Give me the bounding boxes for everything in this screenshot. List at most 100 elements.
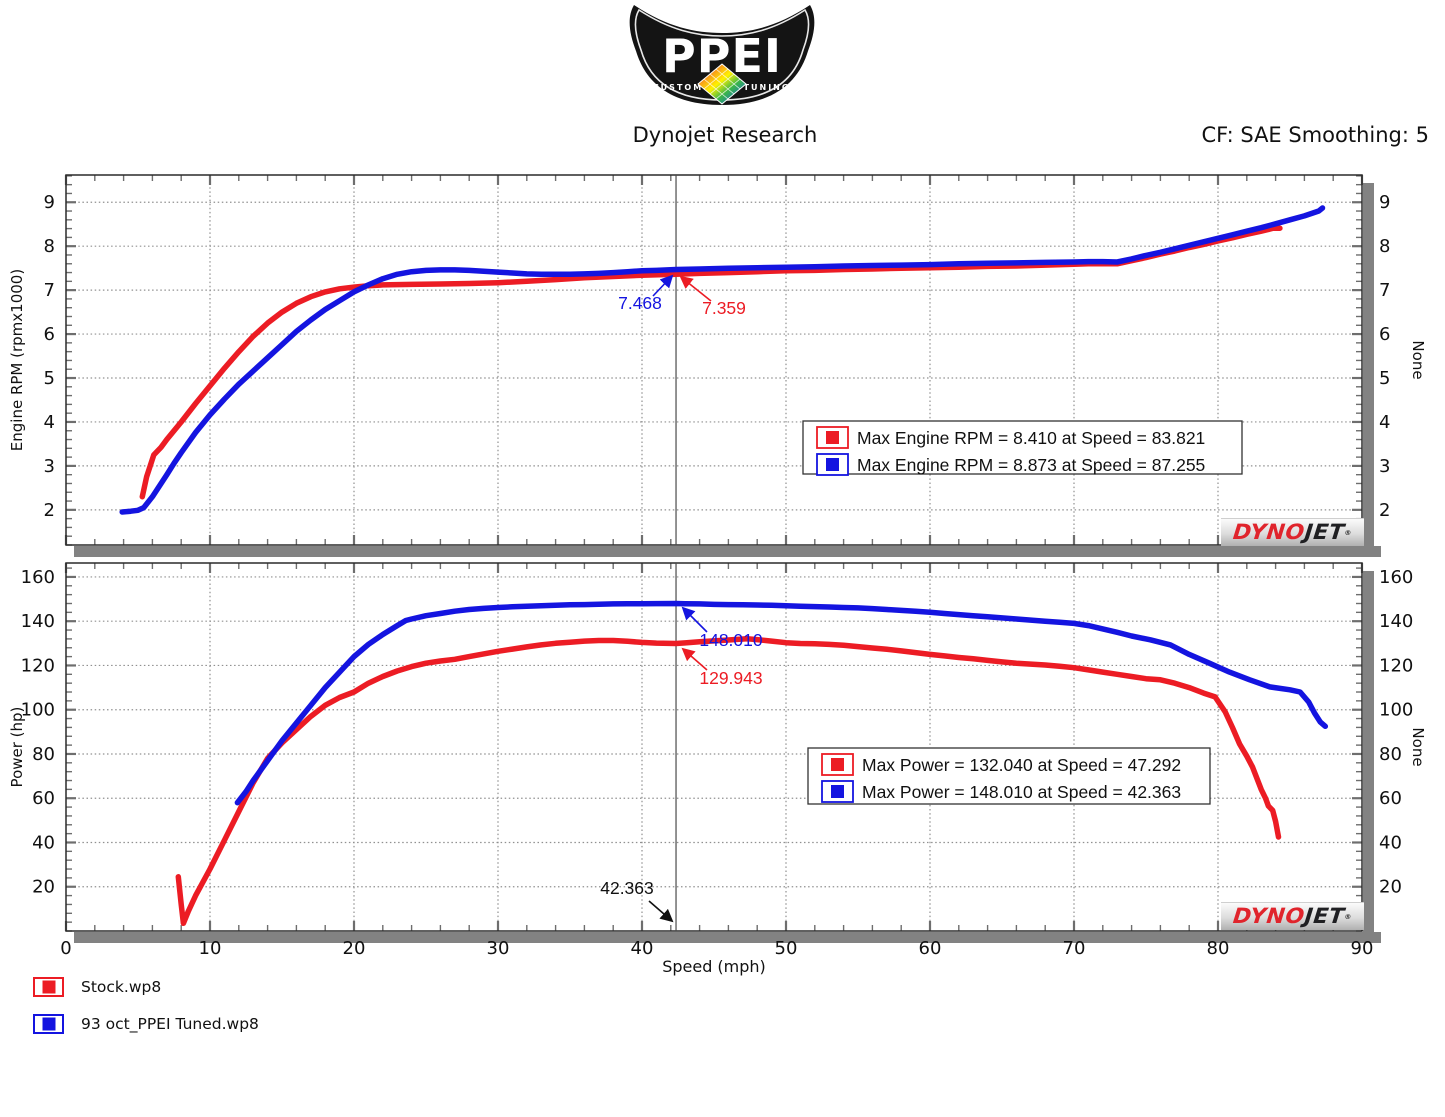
tick-label: 6 (44, 324, 55, 345)
tick-label: 80 (1379, 744, 1402, 765)
tick-label: 4 (44, 412, 55, 433)
tick-label: 140 (1379, 611, 1413, 632)
correction-factor-label: CF: SAE Smoothing: 5 (1201, 123, 1429, 147)
x-tick-labels: 0 10 20 30 40 50 60 70 80 90 (60, 938, 1373, 959)
annotation-129.943: 129.943 (681, 647, 763, 688)
plot-shadow-bottom (74, 932, 1381, 943)
legend-item: Max Engine RPM = 8.873 at Speed = 87.255 (816, 453, 1205, 476)
annotation-7.359: 7.359 (679, 275, 746, 318)
dynojet-dyno-text: DYNO (1231, 520, 1306, 545)
dynojet-watermark-bottom: DYNOJET® (1221, 902, 1364, 930)
tick-label: 4 (1379, 412, 1390, 433)
legend-swatch-fill (826, 431, 839, 444)
y-tick-labels: 2 2 3 3 4 4 5 5 6 6 7 7 8 8 9 9 (44, 192, 1391, 521)
registered-mark: ® (1344, 528, 1353, 537)
ppei-shield-shape (629, 5, 815, 105)
power-max-legend: Max Power = 132.040 at Speed = 47.292 Max… (807, 747, 1211, 805)
gridlines (66, 175, 1362, 545)
annotation-arrow (648, 900, 674, 923)
legend-item: Max Power = 132.040 at Speed = 47.292 (821, 753, 1181, 776)
registered-mark: ® (1344, 912, 1353, 921)
tick-label: 20 (32, 877, 55, 898)
legend-item: Max Power = 148.010 at Speed = 42.363 (821, 780, 1181, 803)
legend-label: Max Power = 148.010 at Speed = 42.363 (862, 782, 1181, 802)
annotation-arrow (679, 275, 712, 302)
tick-label: 80 (32, 744, 55, 765)
stock-color-swatch (33, 977, 64, 997)
power-axis-label: Power (hp) (8, 706, 26, 788)
tick-label: 140 (21, 611, 55, 632)
tick-label: 6 (1379, 324, 1390, 345)
engine-rpm-max-legend: Max Engine RPM = 8.410 at Speed = 83.821… (802, 420, 1243, 476)
report-title: Dynojet Research (632, 123, 818, 147)
tick-label: 100 (1379, 700, 1413, 721)
y-tick-labels: 20 20 40 40 60 60 80 80 100 100 120 120 140 140 160 160 (21, 567, 1414, 898)
tuned-color-swatch (33, 1014, 64, 1034)
annotation-text: 7.468 (618, 293, 662, 313)
file-legend-row-stock[interactable]: Stock.wp8 (33, 977, 161, 997)
dynojet-watermark-top: DYNOJET® (1221, 518, 1364, 546)
stock-file-label: Stock.wp8 (81, 978, 162, 996)
tick-label: 80 (1207, 938, 1230, 959)
tick-label: 40 (631, 938, 654, 959)
rpm-axis-label: Engine RPM (rpmx1000) (8, 268, 26, 452)
tick-label: 30 (487, 938, 510, 959)
tick-label: 60 (1379, 788, 1402, 809)
legend-swatch-fill (831, 758, 844, 771)
tick-label: 5 (1379, 368, 1390, 389)
tick-label: 3 (44, 456, 55, 477)
legend-item: Max Engine RPM = 8.410 at Speed = 83.821 (816, 426, 1205, 449)
dynojet-dyno-text: DYNO (1231, 904, 1306, 929)
plot-shadow-right (1363, 183, 1374, 546)
annotation-arrow (681, 606, 708, 633)
tick-label: 160 (21, 567, 55, 588)
ppei-custom-text: CUSTOM (653, 83, 703, 92)
tick-label: 2 (1379, 500, 1390, 521)
speed-axis-label: Speed (mph) (662, 957, 766, 976)
axis-ticks (64, 563, 1364, 932)
legend-label: Max Engine RPM = 8.873 at Speed = 87.255 (857, 455, 1205, 475)
annotation-148.010: 148.010 (681, 606, 763, 650)
tick-label: 9 (44, 192, 55, 213)
tick-label: 3 (1379, 456, 1390, 477)
plot-shadow-right (1363, 571, 1374, 932)
annotation-42.363: 42.363 (600, 878, 674, 923)
power-plot-area[interactable] (66, 563, 1362, 931)
rpm-right-axis-label: None (1409, 340, 1427, 380)
tick-label: 10 (199, 938, 222, 959)
dynojet-jet-text: JET (1303, 904, 1346, 929)
tuned-file-label: 93 oct_PPEI Tuned.wp8 (81, 1015, 259, 1033)
annotation-text: 129.943 (699, 668, 762, 688)
legend-box (807, 747, 1211, 805)
tick-label: 90 (1351, 938, 1374, 959)
stock-wp8-curve (175, 636, 1282, 927)
tick-label: 160 (1379, 567, 1413, 588)
ppei-tuning-text: TUNING (744, 83, 791, 92)
plot-shadow-bottom (74, 546, 1381, 557)
tick-label: 20 (1379, 877, 1402, 898)
tick-label: 9 (1379, 192, 1390, 213)
tick-label: 8 (1379, 236, 1390, 257)
file-legend-row-tuned[interactable]: 93 oct_PPEI Tuned.wp8 (33, 1014, 259, 1034)
legend-swatch-fill (831, 785, 844, 798)
tick-label: 8 (44, 236, 55, 257)
engine-rpm-plot-area[interactable] (66, 175, 1362, 545)
tick-label: 60 (919, 938, 942, 959)
93-oct-ppei-tuned-wp8-curve (119, 205, 1326, 515)
plot-border (65, 562, 1363, 932)
93-oct-ppei-tuned-wp8-curve (234, 600, 1329, 806)
annotation-text: 148.010 (699, 630, 763, 650)
tick-label: 50 (775, 938, 798, 959)
ppei-mesh-diamond (697, 63, 747, 105)
tick-label: 0 (60, 938, 71, 959)
tick-label: 60 (32, 788, 55, 809)
tick-label: 20 (343, 938, 366, 959)
tick-label: 7 (44, 280, 55, 301)
legend-box (802, 420, 1243, 475)
gridlines (66, 563, 1362, 931)
tick-label: 2 (44, 500, 55, 521)
tick-label: 40 (1379, 832, 1402, 853)
